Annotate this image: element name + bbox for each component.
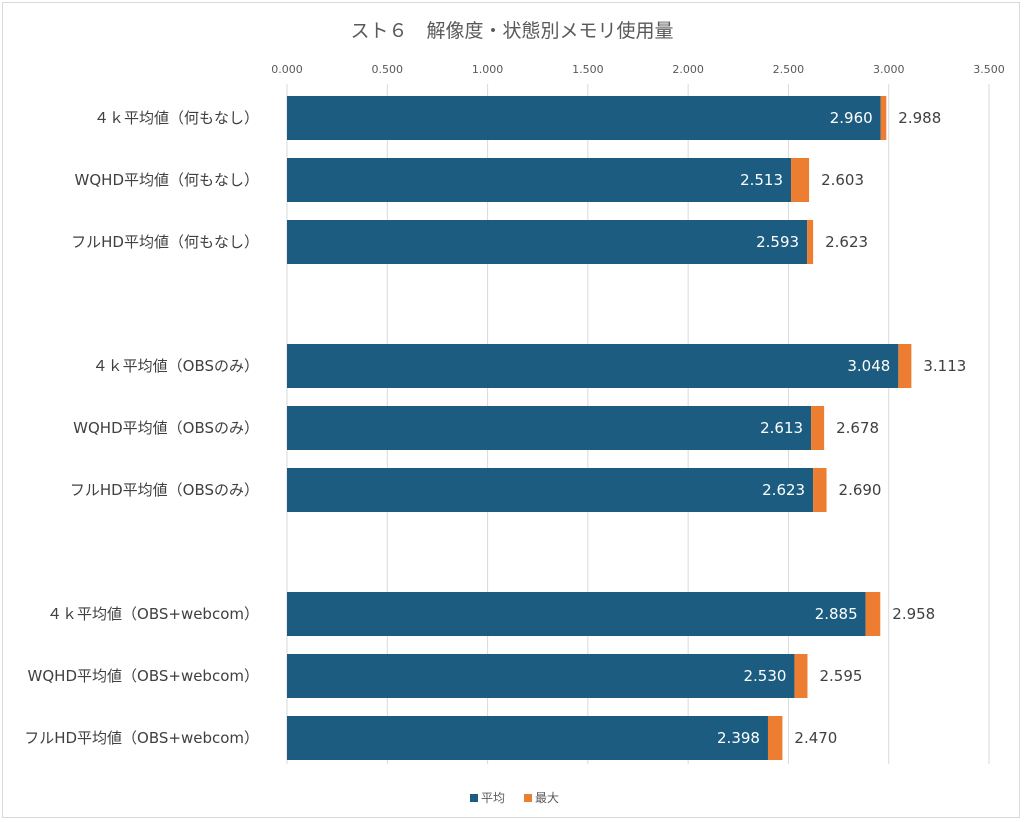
data-label-average: 2.960: [830, 109, 873, 127]
legend-swatch: [524, 794, 532, 802]
legend-label: 平均: [481, 791, 505, 805]
bar-maximum: [791, 158, 810, 202]
x-tick-label: 3.000: [873, 63, 905, 76]
bars: ４ｋ平均値（何もなし） 2.960 2.988 WQHD平均値（何もなし） 2.513 2…: [24, 96, 966, 760]
bar-average: [287, 344, 899, 388]
data-label-maximum: 3.113: [923, 357, 966, 375]
bar-maximum: [880, 96, 887, 140]
bar-average: [287, 406, 812, 450]
bar-maximum: [767, 716, 783, 760]
x-tick-label: 1.000: [472, 63, 504, 76]
data-label-average: 2.398: [717, 729, 760, 747]
category-label: フルHD平均値（何もなし）: [71, 233, 259, 251]
category-label: ４ｋ平均値（OBSのみ）: [93, 357, 259, 375]
data-label-maximum: 2.470: [794, 729, 837, 747]
data-label-maximum: 2.595: [819, 667, 862, 685]
bar-maximum: [898, 344, 912, 388]
data-label-maximum: 2.623: [825, 233, 868, 251]
x-tick-label: 2.000: [672, 63, 704, 76]
data-label-maximum: 2.690: [839, 481, 882, 499]
bar-average: [287, 716, 768, 760]
data-label-maximum: 2.958: [892, 605, 935, 623]
data-label-average: 2.623: [762, 481, 805, 499]
bar-average: [287, 592, 866, 636]
legend-label: 最大: [535, 791, 559, 805]
x-tick-label: 0.500: [372, 63, 404, 76]
data-label-maximum: 2.678: [836, 419, 879, 437]
bar-average: [287, 220, 808, 264]
bar-maximum: [794, 654, 808, 698]
bar-maximum: [865, 592, 881, 636]
legend: 平均 最大: [470, 791, 559, 805]
chart-title: スト６ 解像度・状態別メモリ使用量: [350, 20, 673, 42]
category-label: ４ｋ平均値（OBS+webcom）: [47, 605, 259, 623]
data-label-average: 3.048: [847, 357, 890, 375]
axis-ticks: 0.000 0.500 1.000 1.500 2.000 2.500 3.000 3.500: [271, 63, 1005, 76]
data-label-maximum: 2.988: [898, 109, 941, 127]
category-label: WQHD平均値（OBS+webcom）: [28, 667, 259, 685]
x-tick-label: 3.500: [973, 63, 1005, 76]
category-label: WQHD平均値（何もなし）: [75, 171, 259, 189]
bar-maximum: [813, 468, 827, 512]
category-label: フルHD平均値（OBSのみ）: [70, 481, 259, 499]
data-label-average: 2.530: [743, 667, 786, 685]
bar-average: [287, 96, 881, 140]
x-tick-label: 2.500: [773, 63, 805, 76]
data-label-average: 2.593: [756, 233, 799, 251]
category-label: WQHD平均値（OBSのみ）: [73, 419, 259, 437]
legend-swatch: [470, 794, 478, 802]
bar-average: [287, 158, 792, 202]
x-tick-label: 0.000: [271, 63, 303, 76]
category-label: フルHD平均値（OBS+webcom）: [24, 729, 259, 747]
x-tick-label: 1.500: [572, 63, 604, 76]
bar-maximum: [807, 220, 814, 264]
category-label: ４ｋ平均値（何もなし）: [94, 109, 259, 127]
data-label-average: 2.613: [760, 419, 803, 437]
data-label-maximum: 2.603: [821, 171, 864, 189]
bar-average: [287, 654, 795, 698]
data-label-average: 2.513: [740, 171, 783, 189]
bar-average: [287, 468, 814, 512]
bar-maximum: [811, 406, 825, 450]
data-label-average: 2.885: [815, 605, 858, 623]
